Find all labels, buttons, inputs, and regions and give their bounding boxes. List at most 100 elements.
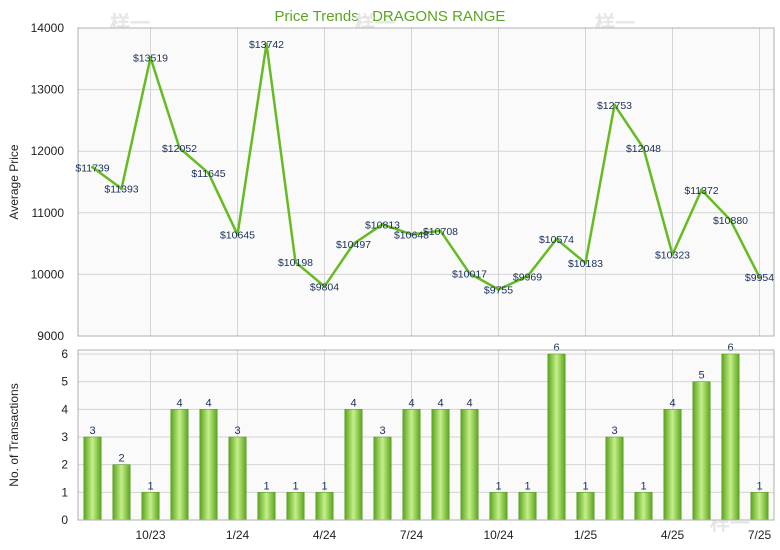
price-plot-area xyxy=(78,28,774,336)
transaction-bar xyxy=(402,409,421,521)
transaction-bar xyxy=(83,436,102,521)
price-point xyxy=(120,187,123,191)
price-point xyxy=(410,232,413,236)
price-y-tick-label: 13000 xyxy=(31,83,65,97)
price-point xyxy=(468,271,471,275)
transaction-bar-label: 6 xyxy=(727,342,733,354)
transaction-bar-label: 3 xyxy=(89,425,95,437)
price-y-tick-label: 11000 xyxy=(32,206,65,220)
transaction-bar xyxy=(576,492,595,521)
price-point xyxy=(352,242,355,246)
transaction-bar xyxy=(373,436,392,521)
transaction-bar-label: 6 xyxy=(553,342,559,354)
x-tick-label: 10/24 xyxy=(483,528,513,542)
price-data-label: $10198 xyxy=(278,257,313,269)
transaction-bar xyxy=(344,409,363,521)
transaction-bar xyxy=(112,464,131,521)
price-y-tick-label: 10000 xyxy=(31,267,65,281)
transaction-bar-label: 1 xyxy=(321,480,327,492)
price-data-label: $12052 xyxy=(162,143,197,155)
chart-title: Price Trends - DRAGONS RANGE xyxy=(275,8,506,25)
price-point xyxy=(323,284,326,288)
x-tick-label: 1/25 xyxy=(574,528,598,542)
price-data-label: $12753 xyxy=(597,100,632,112)
transaction-bar-label: 3 xyxy=(611,425,617,437)
transaction-bar xyxy=(460,409,479,521)
price-data-label: $10497 xyxy=(336,239,371,251)
price-data-label: $11739 xyxy=(75,162,109,174)
price-data-label: $12048 xyxy=(626,143,661,155)
price-data-label: $10183 xyxy=(568,258,603,270)
transaction-bar xyxy=(663,409,682,521)
price-point xyxy=(497,287,500,291)
transaction-bar xyxy=(431,409,450,521)
transaction-bar xyxy=(489,492,508,521)
price-data-label: $11372 xyxy=(684,185,718,197)
transaction-bar xyxy=(286,492,305,521)
transaction-bar-label: 1 xyxy=(495,480,501,492)
price-data-label: $9954 xyxy=(745,272,774,284)
price-point xyxy=(265,42,268,46)
transaction-bar xyxy=(257,492,276,521)
transaction-bar xyxy=(141,492,160,521)
transaction-bar-label: 1 xyxy=(292,480,298,492)
price-data-label: $9755 xyxy=(484,284,513,296)
transaction-bar xyxy=(692,381,711,521)
transaction-bar-label: 1 xyxy=(524,480,530,492)
x-tick-label: 4/25 xyxy=(661,528,685,542)
price-point xyxy=(207,171,210,175)
transaction-bar-label: 1 xyxy=(756,480,762,492)
price-y-axis-label: Average Price xyxy=(7,144,21,219)
price-point xyxy=(671,253,674,257)
transaction-bar xyxy=(721,353,740,521)
price-data-label: $9969 xyxy=(513,271,542,283)
transactions-y-tick-label: 1 xyxy=(61,485,68,499)
transaction-bar xyxy=(228,436,247,521)
x-tick-label: 7/24 xyxy=(400,528,424,542)
price-point xyxy=(729,218,732,222)
transactions-plot-border xyxy=(77,349,775,521)
transaction-bar-label: 4 xyxy=(466,397,472,409)
transaction-bar xyxy=(605,436,624,521)
x-tick-label: 4/24 xyxy=(313,528,337,542)
price-point xyxy=(555,237,558,241)
price-y-tick-label: 14000 xyxy=(31,21,65,35)
price-point xyxy=(294,260,297,264)
transaction-bar xyxy=(634,492,653,521)
transaction-bar xyxy=(518,492,537,521)
transaction-bar-label: 1 xyxy=(640,480,646,492)
price-data-label: $10017 xyxy=(452,268,487,280)
transactions-y-axis-label: No. of Transactions xyxy=(7,383,21,486)
price-point xyxy=(439,229,442,233)
price-data-label: $11645 xyxy=(191,168,225,180)
price-data-label: $10708 xyxy=(423,226,458,238)
price-point xyxy=(642,146,645,150)
transaction-bar-label: 4 xyxy=(669,397,675,409)
price-point xyxy=(700,188,703,192)
price-point xyxy=(526,274,529,278)
transaction-bar-label: 4 xyxy=(437,397,443,409)
price-series-line xyxy=(91,42,761,291)
transaction-bar-label: 4 xyxy=(205,397,211,409)
transaction-bar xyxy=(199,409,218,521)
price-data-label: $10880 xyxy=(713,215,748,227)
transaction-bar-label: 4 xyxy=(408,397,414,409)
price-data-label: $13742 xyxy=(249,39,284,51)
price-data-label: $9804 xyxy=(310,281,339,293)
transactions-y-tick-label: 0 xyxy=(61,513,68,527)
price-data-label: $13519 xyxy=(133,53,168,65)
price-data-label: $10648 xyxy=(394,229,429,241)
price-point xyxy=(178,146,181,150)
price-line-chart: 9000 10000 11000 12000 13000 14000 Average Pri… xyxy=(7,21,775,343)
price-point xyxy=(236,233,239,237)
x-tick-label: 10/23 xyxy=(135,528,165,542)
transaction-bar xyxy=(315,492,334,521)
price-data-label: $10323 xyxy=(655,250,690,262)
price-point xyxy=(91,165,94,169)
transaction-bar-label: 5 xyxy=(698,370,704,382)
price-data-label: $10813 xyxy=(365,219,400,231)
price-point xyxy=(758,275,761,279)
